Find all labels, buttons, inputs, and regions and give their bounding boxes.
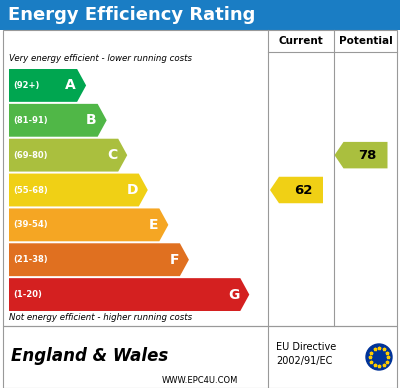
Bar [3, 30, 397, 326]
Polygon shape [270, 177, 323, 203]
Polygon shape [334, 142, 388, 168]
Polygon shape [9, 278, 249, 311]
Text: Very energy efficient - lower running costs: Very energy efficient - lower running co… [9, 54, 192, 63]
Polygon shape [9, 139, 127, 171]
Text: 62: 62 [294, 184, 312, 196]
Text: B: B [86, 113, 97, 127]
Polygon shape [9, 173, 148, 206]
Polygon shape [9, 104, 107, 137]
Text: Potential: Potential [339, 36, 392, 46]
Text: G: G [228, 288, 239, 301]
Text: (39-54): (39-54) [13, 220, 48, 229]
Text: Energy Efficiency Rating: Energy Efficiency Rating [8, 6, 255, 24]
Text: WWW.EPC4U.COM: WWW.EPC4U.COM [162, 376, 238, 385]
Text: Not energy efficient - higher running costs: Not energy efficient - higher running co… [9, 313, 192, 322]
Circle shape [366, 344, 392, 370]
Text: (55-68): (55-68) [13, 185, 48, 194]
Text: F: F [170, 253, 179, 267]
Text: (69-80): (69-80) [13, 151, 48, 159]
Bar [0, 0, 400, 30]
Text: D: D [126, 183, 138, 197]
Text: England & Wales: England & Wales [11, 347, 168, 365]
Text: (92+): (92+) [13, 81, 39, 90]
Text: (81-91): (81-91) [13, 116, 48, 125]
Text: (1-20): (1-20) [13, 290, 42, 299]
Text: Current: Current [279, 36, 323, 46]
Text: C: C [107, 148, 117, 162]
Polygon shape [9, 69, 86, 102]
Text: EU Directive
2002/91/EC: EU Directive 2002/91/EC [276, 341, 336, 366]
Polygon shape [9, 243, 189, 276]
Bar [3, 326, 397, 388]
Text: A: A [65, 78, 76, 92]
Text: (21-38): (21-38) [13, 255, 48, 264]
Text: 78: 78 [358, 149, 377, 162]
Text: E: E [149, 218, 158, 232]
Polygon shape [9, 208, 168, 241]
